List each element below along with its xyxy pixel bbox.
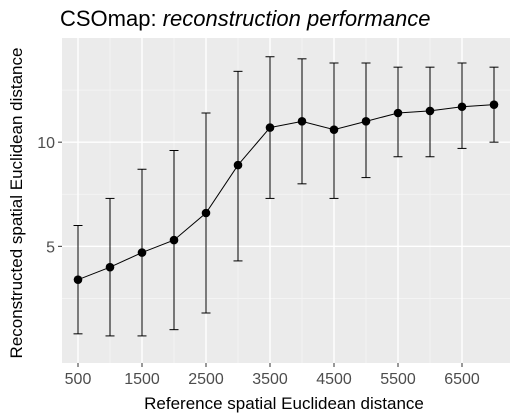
data-point [105, 262, 115, 272]
data-point [425, 106, 435, 116]
y-tick-label: 5 [46, 239, 55, 256]
data-point [233, 160, 243, 170]
chart-title: CSOmap: reconstruction performance [60, 6, 431, 31]
y-tick-label: 10 [37, 135, 55, 152]
data-point [297, 117, 307, 126]
axes: 500 1500 2500 3500 4500 5500 6500 5 10 [37, 135, 480, 388]
y-axis-label: Reconstructed spatial Euclidean distance [7, 48, 26, 359]
x-tick-label: 500 [65, 371, 92, 388]
data-point [457, 102, 467, 112]
data-point [393, 108, 403, 118]
x-tick-label: 4500 [316, 371, 352, 388]
x-tick-label: 3500 [252, 371, 288, 388]
data-point [73, 275, 83, 284]
data-point [329, 125, 339, 134]
x-tick-label: 1500 [124, 371, 160, 388]
data-point [137, 248, 147, 257]
x-tick-label: 6500 [444, 371, 480, 388]
plot-panel [62, 38, 510, 363]
chart-title-emphasis: reconstruction performance [163, 6, 431, 31]
x-axis-label: Reference spatial Euclidean distance [144, 394, 424, 413]
chart-title-prefix: CSOmap: [60, 6, 163, 31]
x-tick-label: 2500 [188, 371, 224, 388]
data-layer [73, 56, 499, 337]
data-point [489, 100, 499, 109]
plot-background [62, 38, 510, 363]
data-point [265, 123, 275, 132]
series-line [77, 104, 495, 281]
data-point [201, 208, 211, 218]
x-tick-label: 5500 [380, 371, 416, 388]
data-point [361, 117, 371, 126]
data-point [169, 235, 179, 245]
